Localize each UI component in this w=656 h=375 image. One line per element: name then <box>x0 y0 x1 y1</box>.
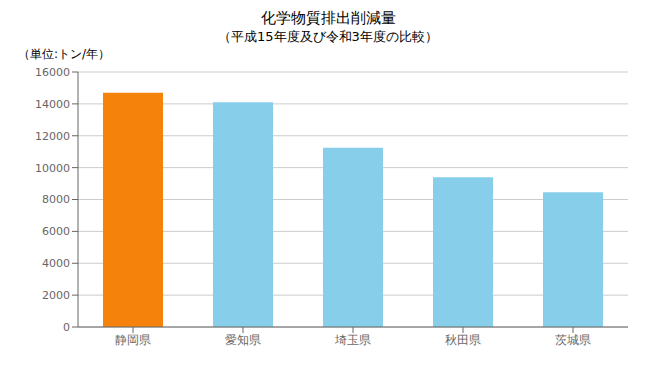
html-text:（単位:トン/年）: （単位:トン/年） <box>18 47 111 61</box>
svg-text:4000: 4000 <box>42 257 70 270</box>
svg-text:静岡県: 静岡県 <box>115 333 151 347</box>
svg-text:秋田県: 秋田県 <box>445 333 481 347</box>
svg-text:16000: 16000 <box>35 66 70 79</box>
svg-text:6000: 6000 <box>42 225 70 238</box>
svg-text:茨城県: 茨城県 <box>555 333 591 347</box>
svg-text:2000: 2000 <box>42 289 70 302</box>
svg-text:愛知県: 愛知県 <box>225 333 261 347</box>
svg-text:0: 0 <box>63 321 70 334</box>
svg-text:埼玉県: 埼玉県 <box>334 333 371 347</box>
svg-text:10000: 10000 <box>35 162 70 175</box>
svg-text:12000: 12000 <box>35 130 70 143</box>
svg-text:8000: 8000 <box>42 193 70 206</box>
html-text:（平成15年度及び令和3年度の比較）: （平成15年度及び令和3年度の比較） <box>218 29 438 44</box>
html-text:化学物質排出削減量: 化学物質排出削減量 <box>260 9 396 27</box>
svg-text:14000: 14000 <box>35 98 70 111</box>
